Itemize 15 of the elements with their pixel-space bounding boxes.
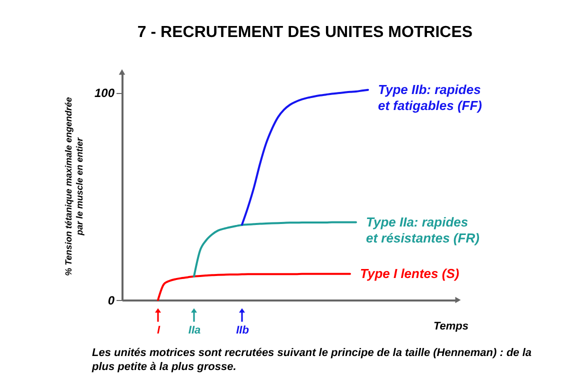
text: Les unités motrices sont recrutées suivant le principe de la taille (Henneman) : de la plus petite à la plus grosse. — [92, 346, 533, 374]
y-tick-label: 100 — [94, 86, 115, 100]
line-series — [193, 221, 357, 278]
series-label: Type IIb: rapides et fatigables (FF) — [378, 82, 482, 113]
x-tick-label: I — [156, 324, 161, 336]
x-tick-label: IIb — [236, 324, 250, 336]
y-axis-title: % Tension tétanique maximale engendrée par le muscle en entier — [63, 97, 84, 276]
line-series — [157, 272, 351, 301]
x-tick-label: IIa — [188, 324, 201, 336]
series-label: Type IIa: rapides et résistantes (FR) — [366, 214, 480, 246]
chart-title: 7 - RECRUTEMENT DES UNITES MOTRICES — [136, 24, 474, 42]
y-tick-label: 0 — [108, 294, 115, 308]
series-label: Type I lentes (S) — [360, 266, 460, 281]
x-axis-title: Temps — [433, 320, 468, 332]
line-series — [241, 88, 369, 226]
